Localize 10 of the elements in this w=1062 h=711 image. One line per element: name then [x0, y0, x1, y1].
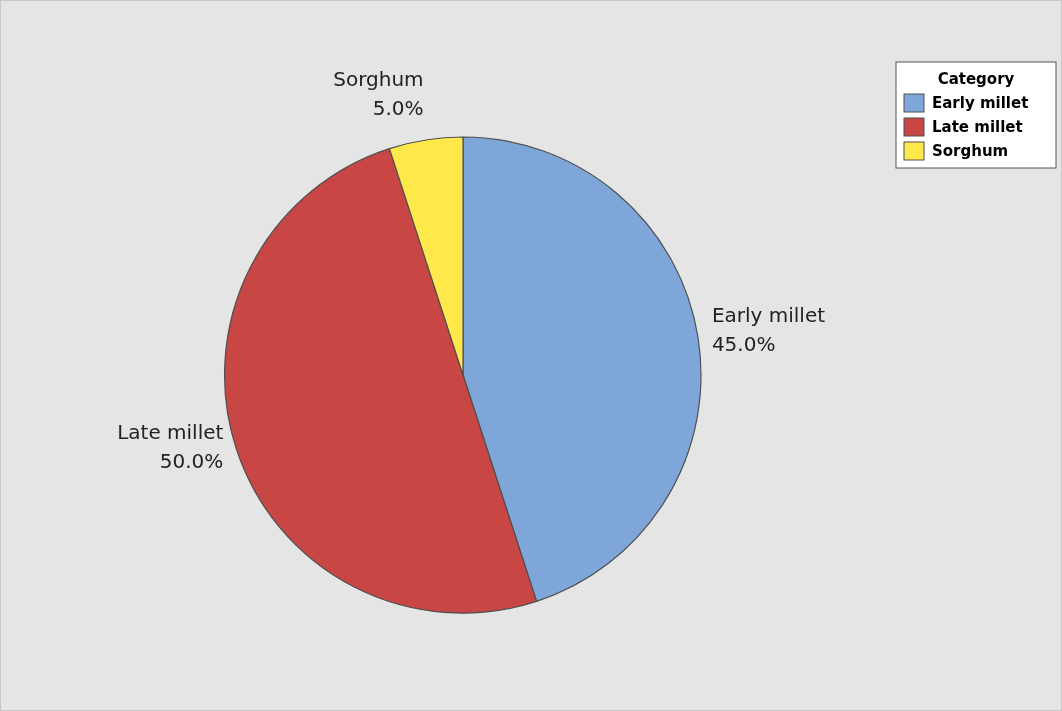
legend-label: Early millet	[932, 94, 1029, 112]
legend-label: Sorghum	[932, 142, 1009, 160]
slice-label: Sorghum	[333, 67, 424, 92]
slice-label: Early millet	[711, 302, 826, 327]
data-label: 5.0%	[372, 96, 424, 121]
legend-label: Late millet	[932, 118, 1023, 136]
data-label: 50.0%	[159, 448, 224, 473]
slice-label: Late millet	[117, 419, 224, 444]
legend-title: Category	[937, 70, 1015, 88]
data-label: 45.0%	[711, 331, 776, 356]
